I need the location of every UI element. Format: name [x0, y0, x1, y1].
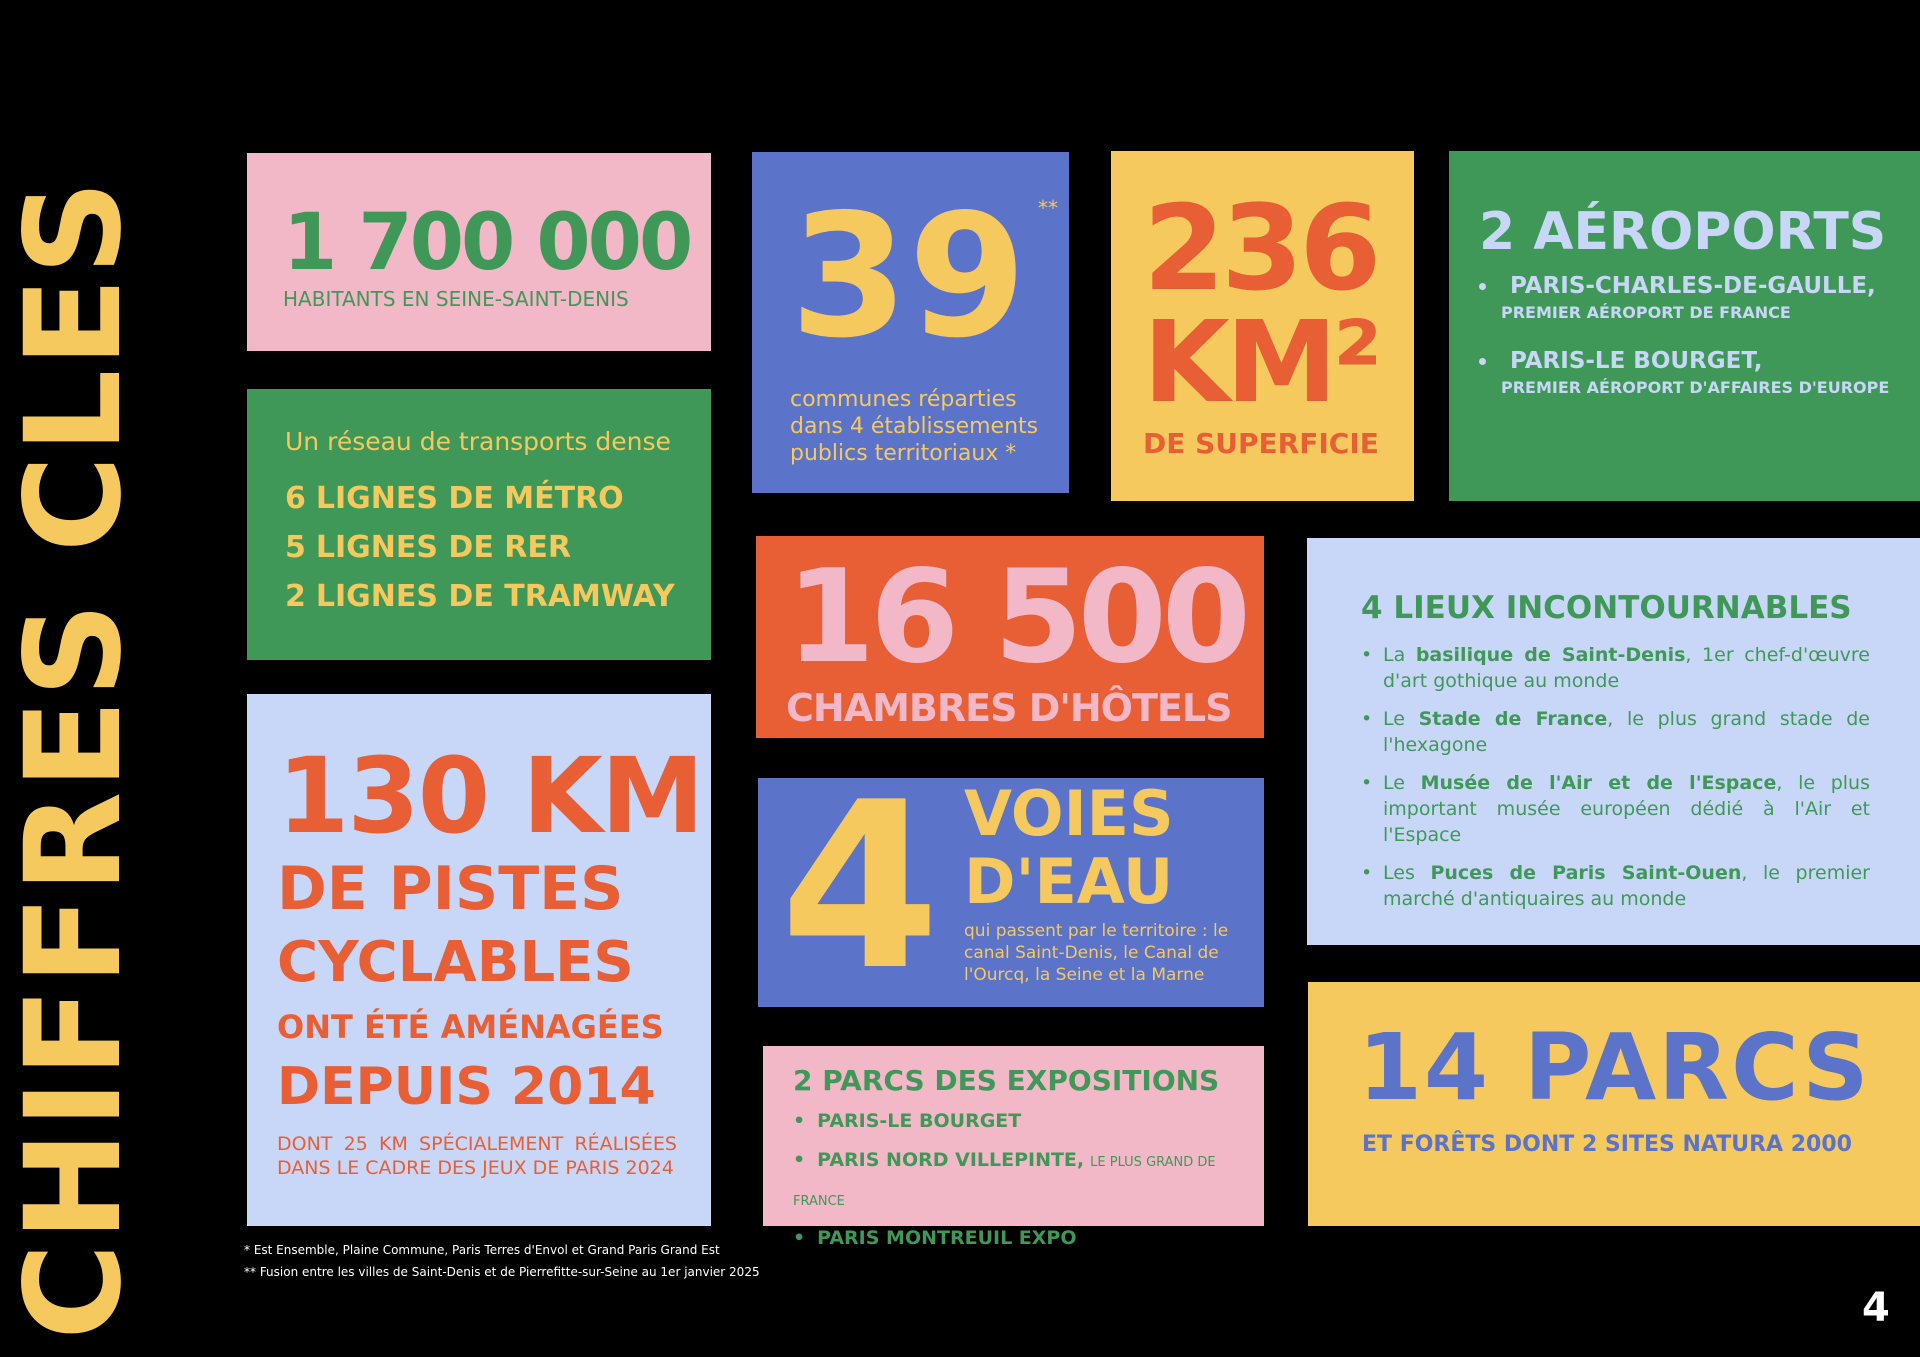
hotels-label: CHAMBRES D'HÔTELS: [786, 686, 1232, 730]
communes-mark: **: [1038, 196, 1058, 220]
airports-card: 2 AÉROPORTS PARIS-CHARLES-DE-GAULLE, PREM…: [1449, 151, 1920, 501]
bullet-icon: •: [1361, 772, 1373, 794]
place-post: , le plus important musée européen dédié…: [1383, 772, 1870, 846]
hotels-card: 16 500 CHAMBRES D'HÔTELS: [756, 536, 1264, 738]
transport-line-label: LIGNES DE MÉTRO: [315, 481, 624, 516]
place-bold: Puces de Paris Saint-Ouen: [1430, 862, 1742, 884]
expo-item: • PARIS-LE BOURGET: [793, 1103, 1264, 1142]
inhabitants-label: HABITANTS EN SEINE-SAINT-DENIS: [283, 287, 629, 311]
waterways-l1: VOIES: [964, 777, 1174, 850]
airport-item: PARIS-LE BOURGET, PREMIER AÉROPORT D'AFFA…: [1479, 348, 1920, 397]
airport-name: PARIS-CHARLES-DE-GAULLE,: [1479, 273, 1920, 299]
bike-l1: 130 KM: [277, 735, 704, 857]
airports-heading: 2 AÉROPORTS: [1479, 202, 1887, 262]
footnote-1: * Est Ensemble, Plaine Commune, Paris Te…: [244, 1243, 720, 1257]
hotels-value: 16 500: [786, 543, 1251, 692]
place-pre: Le: [1383, 708, 1419, 730]
place-pre: Le: [1383, 772, 1421, 794]
page-number: 4: [1862, 1285, 1890, 1331]
bullet-icon: •: [793, 1149, 806, 1171]
page-title: CHIFFRES CLES: [0, 0, 143, 1357]
bike-note: DONT 25 KM SPÉCIALEMENT RÉALISÉES DANS L…: [277, 1133, 677, 1179]
expo-card: 2 PARCS DES EXPOSITIONS • PARIS-LE BOURGE…: [763, 1046, 1264, 1249]
bullet-icon: •: [793, 1227, 806, 1249]
transport-line-label: LIGNES DE RER: [315, 530, 571, 565]
place-item: • Le Musée de l'Air et de l'Espace, le pl…: [1361, 770, 1870, 848]
bike-card: 130 KM DE PISTES CYCLABLES ONT ÉTÉ AMÉNA…: [247, 694, 711, 1226]
place-post: , 1er chef-d'œuvre d'art gothique au mon…: [1383, 644, 1870, 692]
place-pre: Les: [1383, 862, 1431, 884]
area-unit: KM²: [1143, 298, 1382, 428]
expo-name: PARIS NORD VILLEPINTE,: [817, 1149, 1085, 1171]
footnote-2: ** Fusion entre les villes de Saint-Deni…: [244, 1265, 760, 1279]
place-bold: basilique de Saint-Denis: [1415, 644, 1686, 666]
parks-card: 14 PARCS ET FORÊTS DONT 2 SITES NATURA 2…: [1308, 982, 1920, 1226]
place-bold: Stade de France: [1418, 708, 1608, 730]
waterways-l2: D'EAU: [964, 845, 1174, 918]
place-item: • La basilique de Saint-Denis, 1er chef-d…: [1361, 642, 1870, 694]
transport-line-label: LIGNES DE TRAMWAY: [315, 579, 675, 614]
bike-l3: CYCLABLES: [277, 930, 634, 995]
waterways-card: 4 VOIES D'EAU qui passent par le territo…: [758, 768, 1264, 1008]
places-heading: 4 LIEUX INCONTOURNABLES: [1361, 590, 1852, 626]
parks-value: 14 PARCS: [1358, 1014, 1871, 1121]
transport-line: 5 LIGNES DE RER: [285, 523, 711, 572]
bullet-icon: •: [1361, 708, 1373, 730]
inhabitants-value: 1 700 000: [283, 198, 693, 288]
expo-item: • PARIS NORD VILLEPINTE, LE PLUS GRAND DE …: [793, 1142, 1264, 1220]
place-post: , le plus grand stade de l'hexagone: [1383, 708, 1870, 756]
expo-item: • PARIS MONTREUIL EXPO: [793, 1220, 1264, 1259]
waterways-text: qui passent par le territoire : le canal…: [964, 921, 1229, 985]
expo-name: PARIS-LE BOURGET: [817, 1110, 1022, 1132]
expo-heading: 2 PARCS DES EXPOSITIONS: [793, 1064, 1220, 1097]
page-title-text: CHIFFRES CLES: [0, 178, 143, 1340]
transport-line-count: 5: [285, 530, 306, 565]
bike-l2: DE PISTES: [277, 854, 624, 924]
expo-name: PARIS MONTREUIL EXPO: [817, 1227, 1077, 1249]
places-card: 4 LIEUX INCONTOURNABLES • La basilique de…: [1307, 538, 1920, 945]
area-card: 236 KM² DE SUPERFICIE: [1111, 151, 1414, 501]
bullet-icon: •: [793, 1110, 806, 1132]
transport-line: 6 LIGNES DE MÉTRO: [285, 474, 711, 523]
bullet-icon: •: [1361, 644, 1373, 666]
transport-heading: Un réseau de transports dense: [285, 427, 671, 456]
airport-name: PARIS-LE BOURGET,: [1479, 348, 1920, 374]
place-pre: La: [1383, 644, 1416, 666]
transport-line-count: 2: [285, 579, 306, 614]
place-post: , le premier marché d'antiquaires au mon…: [1383, 862, 1870, 910]
place-item: • Les Puces de Paris Saint-Ouen, le premi…: [1361, 860, 1870, 912]
area-value: 236: [1143, 179, 1381, 317]
communes-card: 39 ** communes réparties dans 4 établiss…: [752, 152, 1069, 493]
inhabitants-card: 1 700 000 HABITANTS EN SEINE-SAINT-DENIS: [247, 153, 711, 351]
area-label: DE SUPERFICIE: [1143, 427, 1379, 460]
place-bold: Musée de l'Air et de l'Espace: [1420, 772, 1777, 794]
expo-desc: LE PLUS GRAND DE FRANCE: [793, 1155, 1216, 1209]
parks-label: ET FORÊTS DONT 2 SITES NATURA 2000: [1362, 1132, 1852, 1157]
transport-card: Un réseau de transports dense 6 LIGNES DE…: [247, 389, 711, 660]
airport-desc: PREMIER AÉROPORT DE FRANCE: [1501, 303, 1791, 322]
place-item: • Le Stade de France, le plus grand stade…: [1361, 706, 1870, 758]
transport-line: 2 LIGNES DE TRAMWAY: [285, 572, 711, 621]
bullet-icon: •: [1361, 862, 1373, 884]
transport-line-count: 6: [285, 481, 306, 516]
bike-l4: ONT ÉTÉ AMÉNAGÉES: [277, 1008, 664, 1046]
waterways-value: 4: [780, 754, 941, 1021]
airport-item: PARIS-CHARLES-DE-GAULLE, PREMIER AÉROPORT…: [1479, 273, 1920, 322]
bike-l5: DEPUIS 2014: [277, 1057, 656, 1117]
airport-desc: PREMIER AÉROPORT D'AFFAIRES D'EUROPE: [1501, 378, 1890, 397]
communes-text: communes réparties dans 4 établissements…: [790, 387, 1039, 466]
communes-value: 39: [790, 178, 1027, 376]
